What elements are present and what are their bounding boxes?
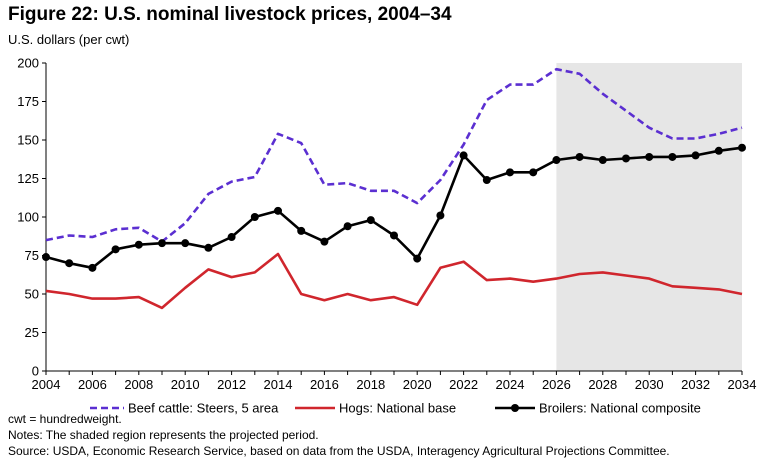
x-tick-label: 2006: [78, 377, 107, 392]
broilers-point: [250, 213, 259, 221]
broilers-point: [158, 239, 166, 248]
broilers-point: [552, 156, 561, 165]
broilers-point: [506, 168, 514, 177]
hogs-line: [45, 252, 743, 310]
broilers-point: [738, 143, 746, 152]
legend-marker: [511, 404, 519, 412]
broilers-point: [274, 206, 282, 215]
note-cwt: cwt = hundredweight.: [8, 412, 122, 426]
y-tick-label: 125: [17, 171, 39, 186]
broilers-point: [714, 146, 723, 155]
broilers-point: [622, 154, 630, 163]
y-tick-label: 50: [25, 287, 39, 302]
broilers-point: [482, 176, 491, 185]
broilers-point: [111, 245, 120, 254]
broilers-point: [343, 222, 352, 231]
broilers-point: [227, 233, 236, 242]
x-tick-label: 2018: [356, 377, 385, 392]
broilers-point: [598, 156, 607, 165]
y-axis-label: U.S. dollars (per cwt): [8, 32, 130, 47]
y-tick-label: 150: [17, 133, 39, 148]
x-tick-label: 2010: [171, 377, 200, 392]
x-tick-label: 2016: [310, 377, 339, 392]
x-tick-label: 2026: [542, 377, 571, 392]
x-tick-label: 2012: [217, 377, 246, 392]
broilers-point: [575, 152, 584, 161]
x-tick-label: 2022: [449, 377, 478, 392]
y-tick-label: 75: [25, 248, 39, 263]
y-tick-label: 200: [17, 56, 39, 71]
y-tick-label: 25: [25, 325, 39, 340]
x-tick-label: 2020: [403, 377, 432, 392]
broilers-point: [134, 240, 143, 249]
broilers-point: [65, 259, 74, 268]
broilers-point: [366, 216, 375, 225]
x-tick-label: 2030: [635, 377, 664, 392]
broilers-point: [668, 152, 677, 161]
y-tick-label: 100: [17, 210, 39, 225]
projection-shade: [556, 63, 742, 371]
broilers-point: [459, 151, 468, 160]
x-tick-label: 2024: [496, 377, 525, 392]
legend-label: Beef cattle: Steers, 5 area: [128, 401, 279, 416]
broilers-point: [413, 254, 422, 263]
broilers-point: [691, 151, 700, 160]
chart-title: Figure 22: U.S. nominal livestock prices…: [8, 4, 452, 25]
y-tick-label: 0: [32, 364, 39, 379]
note-source: Source: USDA, Economic Research Service,…: [8, 444, 670, 458]
broilers-point: [645, 152, 654, 161]
x-tick-label: 2004: [32, 377, 61, 392]
x-tick-label: 2032: [681, 377, 710, 392]
x-tick-label: 2014: [264, 377, 293, 392]
x-tick-label: 2034: [728, 377, 757, 392]
x-tick-label: 2028: [588, 377, 617, 392]
broilers-point: [88, 263, 97, 272]
broilers-point: [436, 211, 445, 220]
y-tick-label: 175: [17, 94, 39, 109]
x-tick-label: 2008: [124, 377, 153, 392]
series-lines: [42, 67, 746, 310]
legend: Beef cattle: Steers, 5 area Hogs: Nationa…: [90, 401, 701, 416]
broilers-point: [529, 168, 538, 177]
broilers-point: [390, 231, 398, 240]
broilers-point: [181, 239, 190, 248]
broilers-point: [320, 237, 329, 246]
axes: 0 25 50 75 100 125 150 175 200 2004 2006 2008 2010 20…: [17, 56, 756, 393]
broilers-point: [204, 243, 213, 252]
legend-label: Broilers: National composite: [539, 401, 701, 416]
note-shaded: Notes: The shaded region represents the …: [8, 428, 319, 442]
legend-label: Hogs: National base: [339, 401, 456, 416]
broilers-point: [297, 226, 306, 235]
broilers-point: [42, 253, 50, 262]
